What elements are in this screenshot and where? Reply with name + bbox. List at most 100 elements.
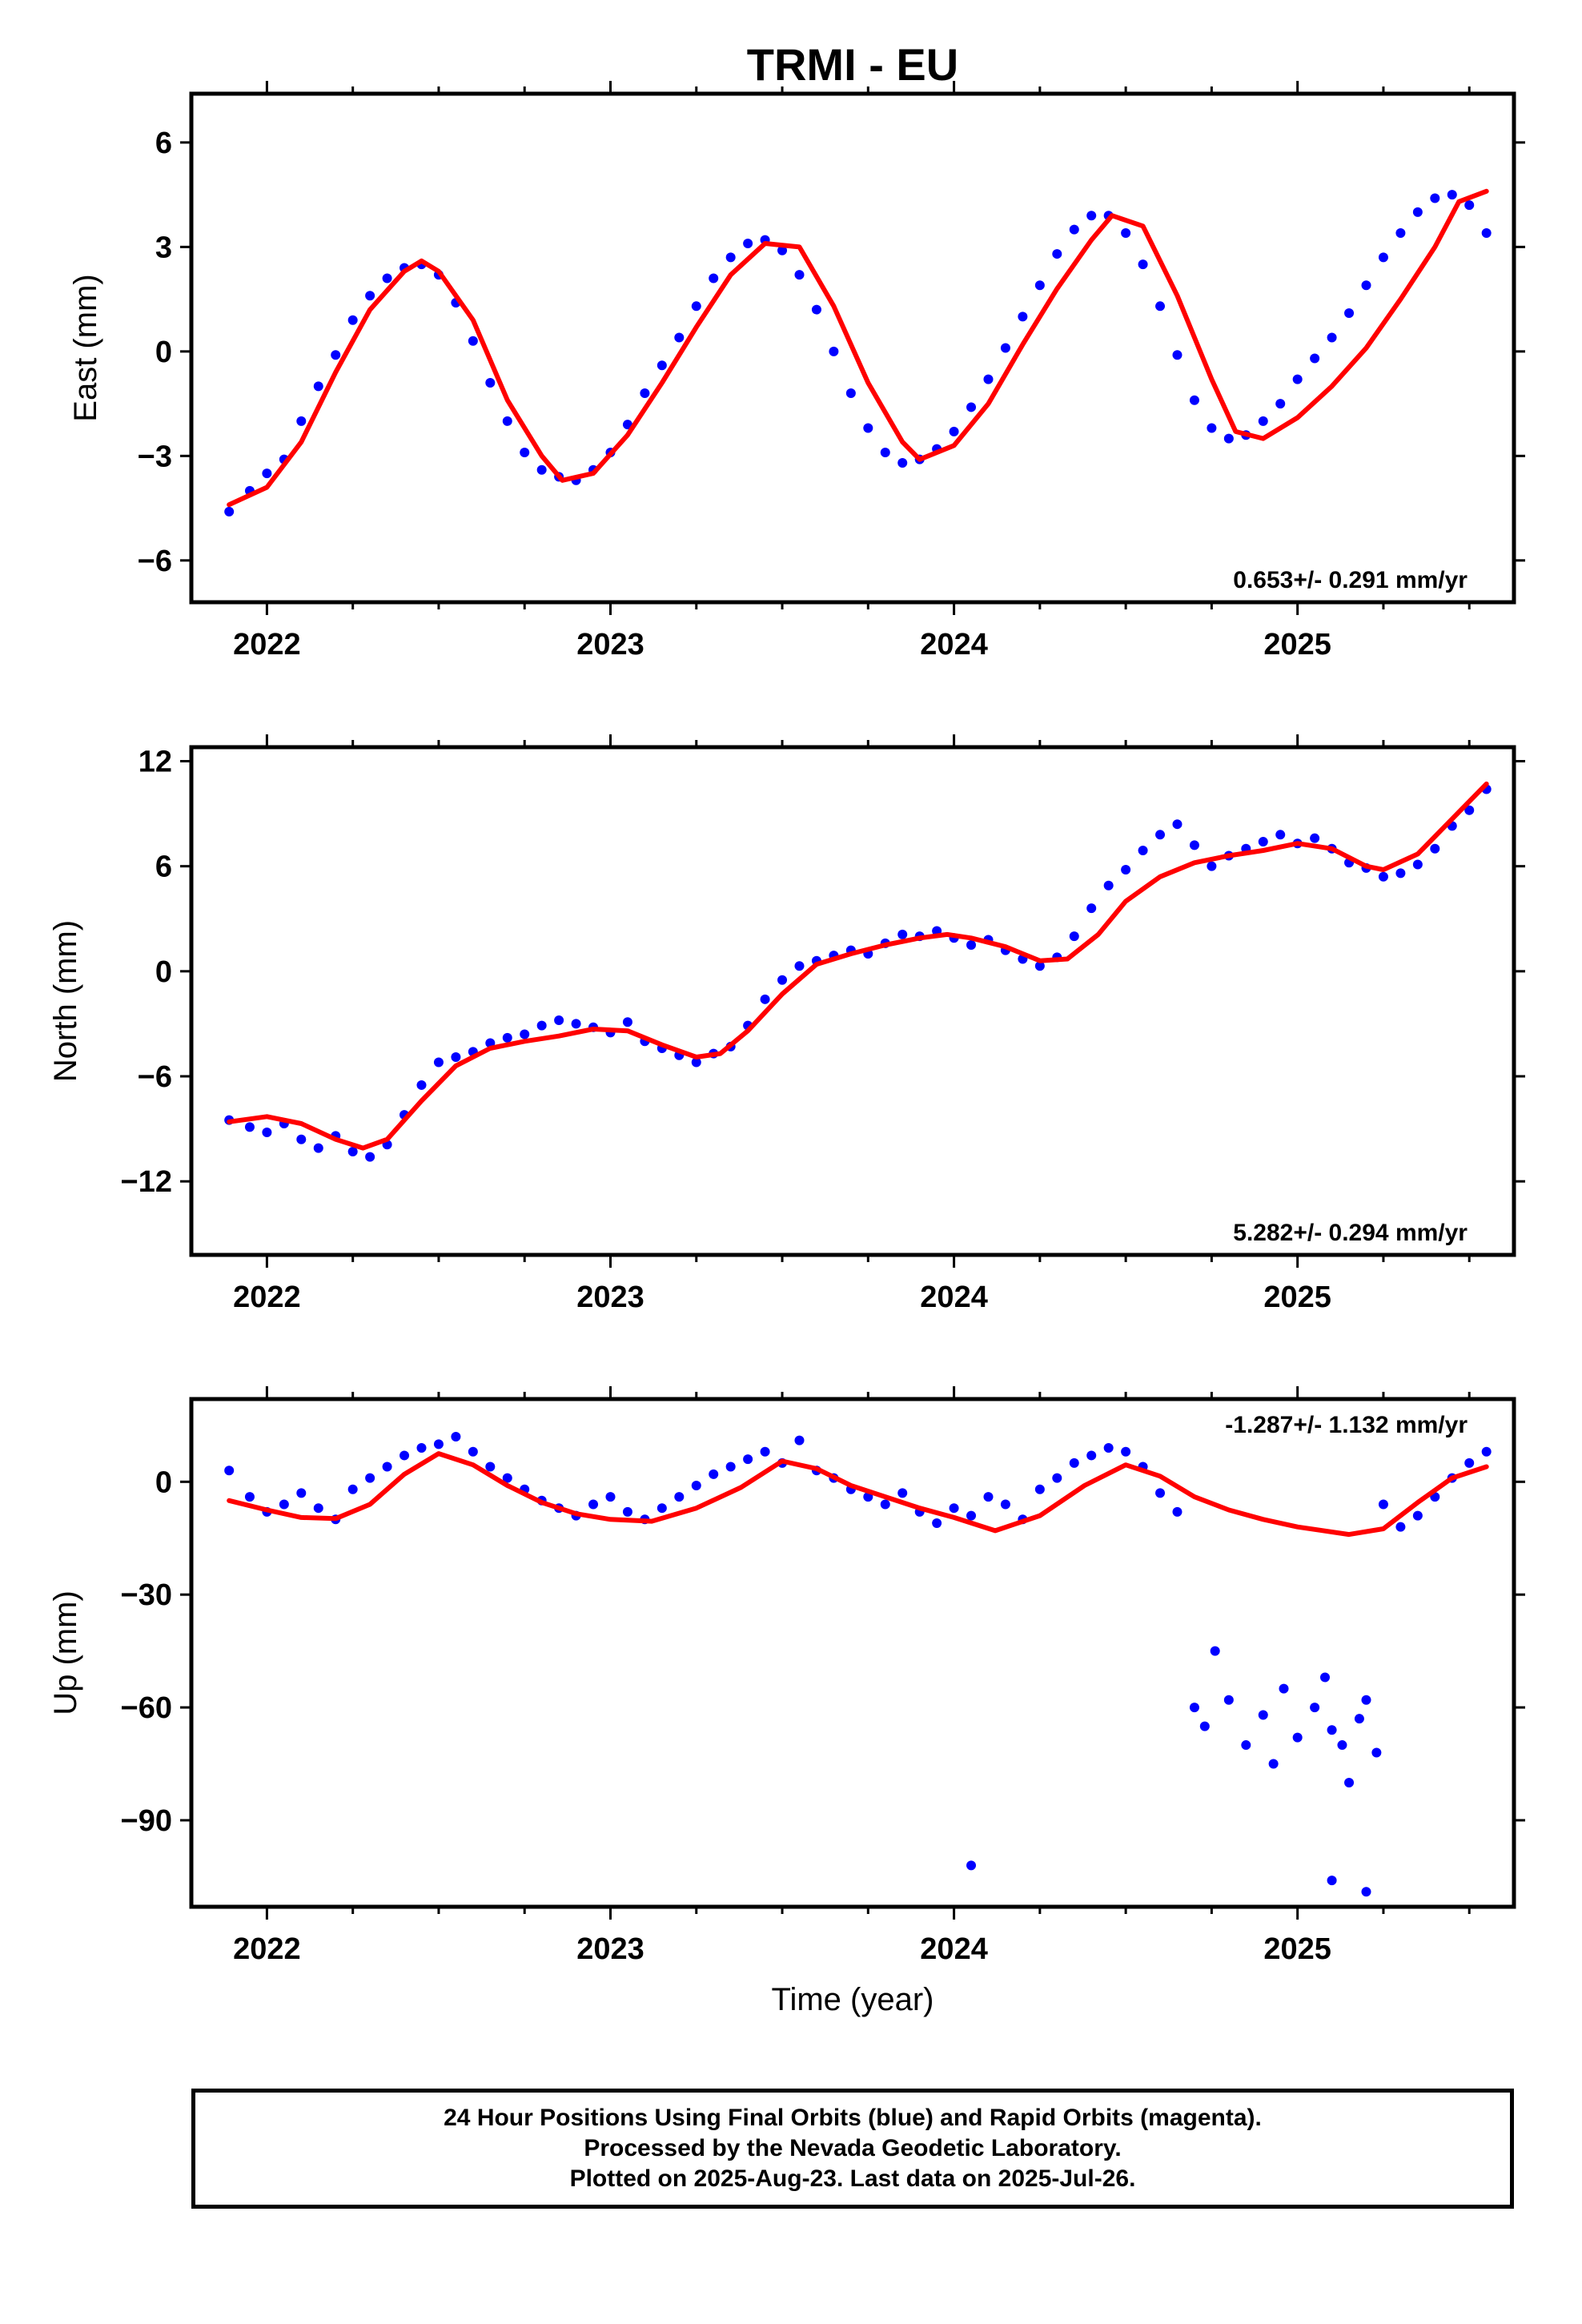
east-data-point [1086,211,1097,221]
north-data-point [1275,830,1286,840]
north-plot-frame [189,745,1516,1257]
east-data-point [640,388,650,399]
up-data-point [400,1450,410,1461]
up-data-point [966,1860,977,1871]
up-data-point [365,1473,375,1483]
north-x-tick-label: 2023 [576,1281,644,1314]
north-data-point [1086,903,1097,914]
up-data-point [1344,1778,1355,1788]
up-x-tick-label: 2022 [233,1932,301,1966]
east-plot-frame [189,91,1516,605]
east-data-point [331,350,341,360]
east-data-point [1018,312,1028,322]
east-plot-area [224,188,1492,517]
east-data-point [1172,350,1182,360]
east-data-point [949,426,959,436]
up-data-point [1223,1695,1234,1705]
up-data-point [1327,1725,1337,1735]
east-data-point [1275,399,1286,409]
east-data-point [1395,227,1406,238]
up-data-point [1172,1506,1182,1517]
up-data-point [1337,1740,1347,1751]
north-data-point [1172,819,1182,830]
east-data-point [983,374,994,384]
up-data-point [296,1488,307,1498]
east-y-tick-label: 6 [155,127,172,160]
north-data-point [244,1122,255,1132]
east-data-point [1464,200,1475,211]
up-data-point [760,1446,770,1457]
east-data-point [1481,227,1492,238]
east-y-tick-label: 0 [155,336,172,369]
up-data-point [1052,1473,1062,1483]
up-data-point [347,1484,358,1494]
up-data-point [1378,1499,1388,1510]
north-plot-area [224,781,1492,1162]
east-data-point [1207,423,1217,433]
up-data-point [244,1492,255,1502]
north-data-point [416,1080,427,1090]
east-data-point [1052,249,1062,259]
north-panel: 12 6 0 −6 −12 2022 2023 2024 2025 North (mm) 5.282… [48,734,1525,1314]
east-data-point [1189,395,1199,405]
east-data-point [897,458,908,468]
north-data-point [794,961,805,971]
footer-line-2: Processed by the Nevada Geodetic Laborat… [584,2135,1122,2161]
north-data-point [1189,840,1199,850]
north-data-point [1412,859,1423,870]
up-data-point [1412,1510,1423,1521]
north-data-point [1378,871,1388,882]
up-data-point [1320,1672,1330,1683]
east-data-point [691,301,701,312]
east-x-tick-label: 2025 [1263,628,1331,661]
up-data-point [1155,1488,1166,1498]
up-data-point [1279,1683,1289,1694]
east-panel: 6 3 0 −3 −6 2022 2023 2024 2025 East (mm) 0.653+/-… [68,81,1525,661]
up-data-point [1310,1703,1320,1713]
east-data-point [656,360,667,371]
east-data-point [1430,193,1440,203]
north-x-tick-label: 2022 [233,1281,301,1314]
up-data-point [1258,1710,1268,1720]
east-y-tick-label: 3 [155,231,172,264]
up-data-point [588,1499,599,1510]
north-y-tick-label: 12 [139,745,172,778]
north-data-point [622,1017,632,1027]
up-data-point [743,1454,753,1465]
up-data-point [1189,1703,1199,1713]
up-data-point [1199,1721,1210,1731]
up-data-point [1292,1732,1303,1743]
north-data-point [296,1134,307,1144]
east-data-point [468,336,478,346]
east-x-tick-label: 2024 [920,628,988,661]
up-data-point [1034,1484,1045,1494]
north-data-point [554,1015,564,1026]
up-data-point [1361,1695,1371,1705]
up-y-tick-label: −90 [121,1804,172,1838]
north-data-point [760,994,770,1004]
up-x-tick-label: 2025 [1263,1932,1331,1966]
east-data-point [725,252,736,263]
north-data-point [1138,845,1148,855]
up-data-point [451,1431,461,1441]
east-data-point [1155,301,1166,312]
up-data-point [1103,1443,1114,1454]
up-data-point [433,1439,444,1449]
north-data-point [897,929,908,939]
east-data-point [1034,280,1045,291]
north-data-point [433,1057,444,1068]
north-y-axis-label: North (mm) [48,920,83,1082]
north-data-point [502,1032,512,1043]
up-data-point [1210,1646,1220,1656]
east-data-point [502,416,512,426]
east-data-point [382,273,392,283]
east-data-point [880,447,890,457]
east-data-point [224,506,235,517]
north-data-point [1430,843,1440,854]
north-x-tick-label: 2025 [1263,1281,1331,1314]
east-data-point [347,315,358,325]
up-data-point [1327,1876,1337,1886]
north-data-point [571,1019,581,1029]
east-x-tick-label: 2022 [233,628,301,661]
north-y-tick-label: −6 [138,1060,172,1094]
